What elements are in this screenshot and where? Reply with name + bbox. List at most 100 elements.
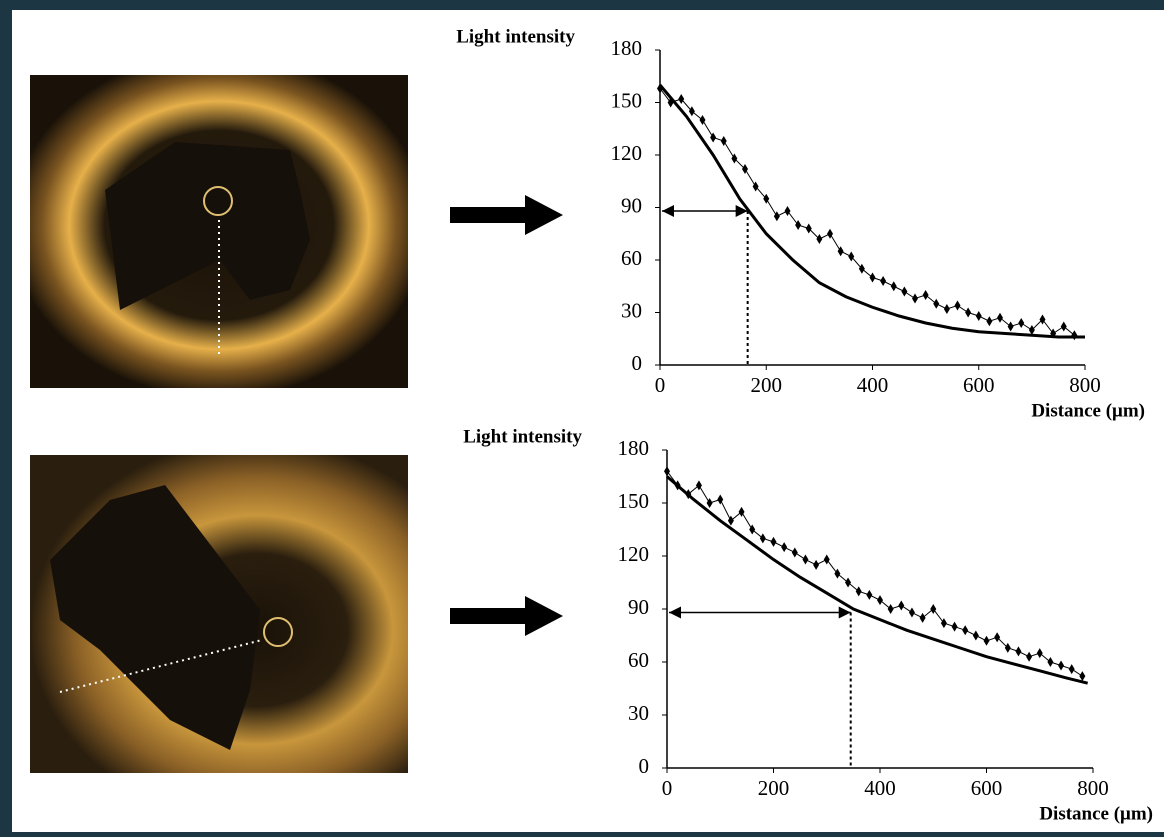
data-point bbox=[827, 228, 833, 239]
data-point bbox=[954, 300, 961, 311]
data-point bbox=[908, 607, 915, 618]
data-point bbox=[759, 533, 766, 544]
data-point bbox=[930, 604, 937, 614]
data-point bbox=[912, 293, 918, 304]
x-tick-label: 400 bbox=[857, 373, 889, 397]
arrow bbox=[450, 195, 563, 235]
data-point bbox=[1068, 664, 1075, 675]
data-point bbox=[1079, 671, 1086, 682]
data-point bbox=[823, 554, 830, 565]
data-point bbox=[975, 311, 982, 321]
data-point bbox=[763, 193, 770, 204]
data-point bbox=[901, 286, 908, 297]
data-point bbox=[837, 246, 844, 257]
y-tick-label: 30 bbox=[621, 298, 642, 322]
data-point bbox=[890, 281, 897, 292]
data-point bbox=[972, 630, 979, 641]
catheter bbox=[263, 617, 293, 647]
y-tick-label: 180 bbox=[611, 36, 643, 60]
data-point bbox=[1036, 648, 1043, 659]
data-point bbox=[802, 554, 809, 565]
lumen bbox=[105, 142, 310, 310]
y-tick-label: 90 bbox=[621, 193, 642, 217]
y-axis-label: Light intensity bbox=[456, 26, 575, 47]
y-tick-label: 30 bbox=[628, 701, 649, 725]
y-tick-label: 120 bbox=[611, 141, 643, 165]
data-point bbox=[816, 234, 823, 244]
data-point bbox=[933, 298, 940, 309]
data-point bbox=[887, 604, 894, 614]
data-point bbox=[813, 559, 820, 570]
data-point bbox=[678, 94, 685, 104]
data-line bbox=[659, 88, 1075, 336]
data-point bbox=[880, 276, 887, 286]
data-point bbox=[1007, 321, 1014, 332]
data-point bbox=[943, 304, 950, 314]
data-point bbox=[791, 547, 798, 558]
data-point bbox=[731, 153, 738, 164]
data-point bbox=[749, 524, 756, 535]
data-point bbox=[1004, 642, 1011, 653]
data-point bbox=[848, 251, 855, 262]
x-tick-label: 400 bbox=[864, 776, 896, 800]
x-axis-label: Distance (μm) bbox=[1031, 400, 1145, 421]
x-tick-label: 600 bbox=[963, 373, 995, 397]
arrow-head bbox=[662, 205, 674, 217]
data-point bbox=[919, 612, 926, 623]
y-tick-label: 180 bbox=[618, 436, 650, 460]
y-tick-label: 150 bbox=[618, 489, 650, 513]
x-tick-label: 200 bbox=[751, 373, 783, 397]
data-point bbox=[664, 466, 670, 477]
data-point bbox=[752, 181, 759, 192]
data-point bbox=[855, 586, 862, 597]
data-point bbox=[742, 164, 748, 174]
data-point bbox=[699, 115, 706, 125]
x-tick-label: 600 bbox=[971, 776, 1003, 800]
y-axis-label: Light intensity bbox=[463, 426, 582, 447]
y-tick-label: 0 bbox=[639, 754, 650, 778]
data-point bbox=[773, 211, 780, 222]
data-point bbox=[994, 632, 1001, 643]
data-point bbox=[877, 595, 883, 606]
x-tick-label: 200 bbox=[758, 776, 790, 800]
data-point bbox=[738, 506, 745, 517]
data-point bbox=[1058, 660, 1065, 671]
x-tick-label: 0 bbox=[662, 776, 673, 800]
data-point bbox=[688, 106, 695, 117]
data-point bbox=[951, 621, 958, 632]
data-point bbox=[986, 316, 993, 327]
data-point bbox=[1015, 646, 1022, 657]
data-point bbox=[781, 542, 788, 553]
y-tick-label: 120 bbox=[618, 542, 650, 566]
y-tick-label: 150 bbox=[611, 88, 643, 112]
fit-curve bbox=[666, 475, 1089, 685]
data-point bbox=[983, 635, 990, 646]
y-tick-label: 60 bbox=[628, 648, 649, 672]
data-point bbox=[1018, 318, 1025, 328]
data-point bbox=[717, 494, 724, 505]
data-point bbox=[706, 498, 713, 508]
data-point bbox=[1026, 651, 1033, 662]
y-tick-label: 60 bbox=[621, 246, 642, 270]
arrow bbox=[450, 596, 563, 636]
data-point bbox=[1028, 325, 1035, 335]
data-point bbox=[727, 515, 734, 526]
data-point bbox=[1060, 321, 1067, 332]
arrow-head bbox=[838, 606, 851, 619]
arrow-head bbox=[669, 606, 681, 619]
data-point bbox=[997, 312, 1003, 323]
y-tick-label: 0 bbox=[632, 351, 643, 375]
data-point bbox=[866, 589, 873, 600]
data-point bbox=[965, 307, 972, 318]
data-point bbox=[784, 206, 791, 216]
data-point bbox=[858, 263, 865, 274]
x-axis-label: Distance (μm) bbox=[1039, 803, 1153, 824]
data-point bbox=[845, 577, 852, 588]
data-point bbox=[898, 600, 905, 611]
y-tick-label: 90 bbox=[628, 595, 649, 619]
data-point bbox=[869, 272, 876, 283]
data-point bbox=[922, 290, 929, 300]
data-point bbox=[720, 136, 727, 146]
